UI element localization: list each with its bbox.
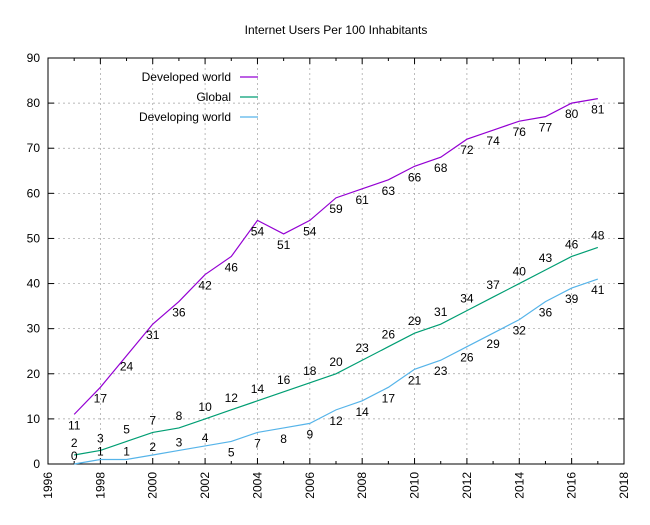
data-label: 43 xyxy=(539,251,553,265)
data-label: 21 xyxy=(408,373,422,387)
x-tick-label: 2002 xyxy=(198,472,212,499)
y-tick-label: 0 xyxy=(33,457,40,471)
data-label: 81 xyxy=(591,103,605,117)
data-label: 7 xyxy=(149,413,156,427)
data-label: 51 xyxy=(277,238,291,252)
legend-label: Developing world xyxy=(139,110,231,124)
series-line-developing-world xyxy=(74,278,599,465)
data-label: 46 xyxy=(565,237,579,251)
data-label: 8 xyxy=(176,409,183,423)
data-label: 40 xyxy=(513,265,527,279)
data-label: 41 xyxy=(591,283,605,297)
data-label: 24 xyxy=(120,360,134,374)
data-label: 42 xyxy=(198,279,212,293)
data-label: 59 xyxy=(329,202,343,216)
data-label: 29 xyxy=(408,314,422,328)
data-label: 14 xyxy=(356,405,370,419)
data-label: 8 xyxy=(280,432,287,446)
x-tick-label: 2004 xyxy=(250,472,264,499)
data-label: 77 xyxy=(539,121,553,135)
data-label: 32 xyxy=(513,324,527,338)
data-label: 1 xyxy=(97,444,104,458)
data-label: 54 xyxy=(251,224,265,238)
y-tick-label: 20 xyxy=(27,367,41,381)
y-tick-label: 70 xyxy=(27,141,41,155)
data-label: 54 xyxy=(303,224,317,238)
data-label: 23 xyxy=(434,364,448,378)
data-label: 2 xyxy=(149,440,156,454)
data-label: 16 xyxy=(277,373,291,387)
y-tick-label: 50 xyxy=(27,231,41,245)
data-label: 31 xyxy=(146,328,160,342)
data-label: 48 xyxy=(591,228,605,242)
data-label: 29 xyxy=(486,337,500,351)
x-tick-label: 1996 xyxy=(41,472,55,499)
x-tick-label: 2012 xyxy=(460,472,474,499)
data-label: 12 xyxy=(329,414,343,428)
data-label: 9 xyxy=(306,427,313,441)
data-label: 5 xyxy=(228,445,235,459)
data-label: 23 xyxy=(356,341,370,355)
y-tick-label: 10 xyxy=(27,412,41,426)
y-tick-label: 90 xyxy=(27,51,41,65)
data-label: 18 xyxy=(303,364,317,378)
legend-label: Global xyxy=(196,90,231,104)
data-label: 1 xyxy=(123,444,130,458)
data-label: 14 xyxy=(251,382,265,396)
y-tick-label: 30 xyxy=(27,322,41,336)
data-label: 3 xyxy=(97,431,104,445)
data-label: 3 xyxy=(176,435,183,449)
data-label: 11 xyxy=(68,418,81,432)
data-label: 4 xyxy=(202,431,209,445)
x-tick-label: 2006 xyxy=(303,472,317,499)
data-label: 36 xyxy=(172,306,186,320)
data-label: 36 xyxy=(539,306,553,320)
data-label: 74 xyxy=(486,134,500,148)
data-label: 80 xyxy=(565,107,579,121)
y-tick-label: 80 xyxy=(27,96,41,110)
data-label: 0 xyxy=(71,449,78,463)
x-tick-label: 2010 xyxy=(408,472,422,499)
y-tick-label: 60 xyxy=(27,186,41,200)
plot-border xyxy=(47,57,625,465)
legend-label: Developed world xyxy=(142,70,231,84)
data-label: 2 xyxy=(71,436,78,450)
x-tick-label: 2000 xyxy=(146,472,160,499)
data-label: 72 xyxy=(460,143,474,157)
data-label: 63 xyxy=(382,184,396,198)
data-label: 76 xyxy=(513,125,527,139)
x-tick-label: 2008 xyxy=(355,472,369,499)
data-label: 66 xyxy=(408,170,422,184)
data-label: 26 xyxy=(460,351,474,365)
data-label: 5 xyxy=(123,422,130,436)
chart-title: Internet Users Per 100 Inhabitants xyxy=(245,23,428,37)
data-label: 20 xyxy=(329,355,343,369)
data-label: 39 xyxy=(565,292,579,306)
data-label: 17 xyxy=(94,391,108,405)
data-label: 31 xyxy=(434,305,448,319)
data-label: 61 xyxy=(356,193,370,207)
x-tick-label: 2014 xyxy=(512,472,526,499)
data-label: 46 xyxy=(225,260,239,274)
x-tick-label: 2018 xyxy=(617,472,631,499)
x-tick-label: 2016 xyxy=(565,472,579,499)
x-tick-label: 1998 xyxy=(93,472,107,499)
data-label: 26 xyxy=(382,328,396,342)
data-label: 34 xyxy=(460,292,474,306)
series-line-global xyxy=(74,246,599,456)
data-label: 12 xyxy=(225,391,239,405)
data-label: 17 xyxy=(382,391,396,405)
data-label: 7 xyxy=(254,436,261,450)
series-line-developed-world xyxy=(73,98,598,415)
data-label: 10 xyxy=(198,400,212,414)
y-tick-label: 40 xyxy=(27,277,41,291)
data-label: 68 xyxy=(434,161,448,175)
data-label: 37 xyxy=(486,278,500,292)
